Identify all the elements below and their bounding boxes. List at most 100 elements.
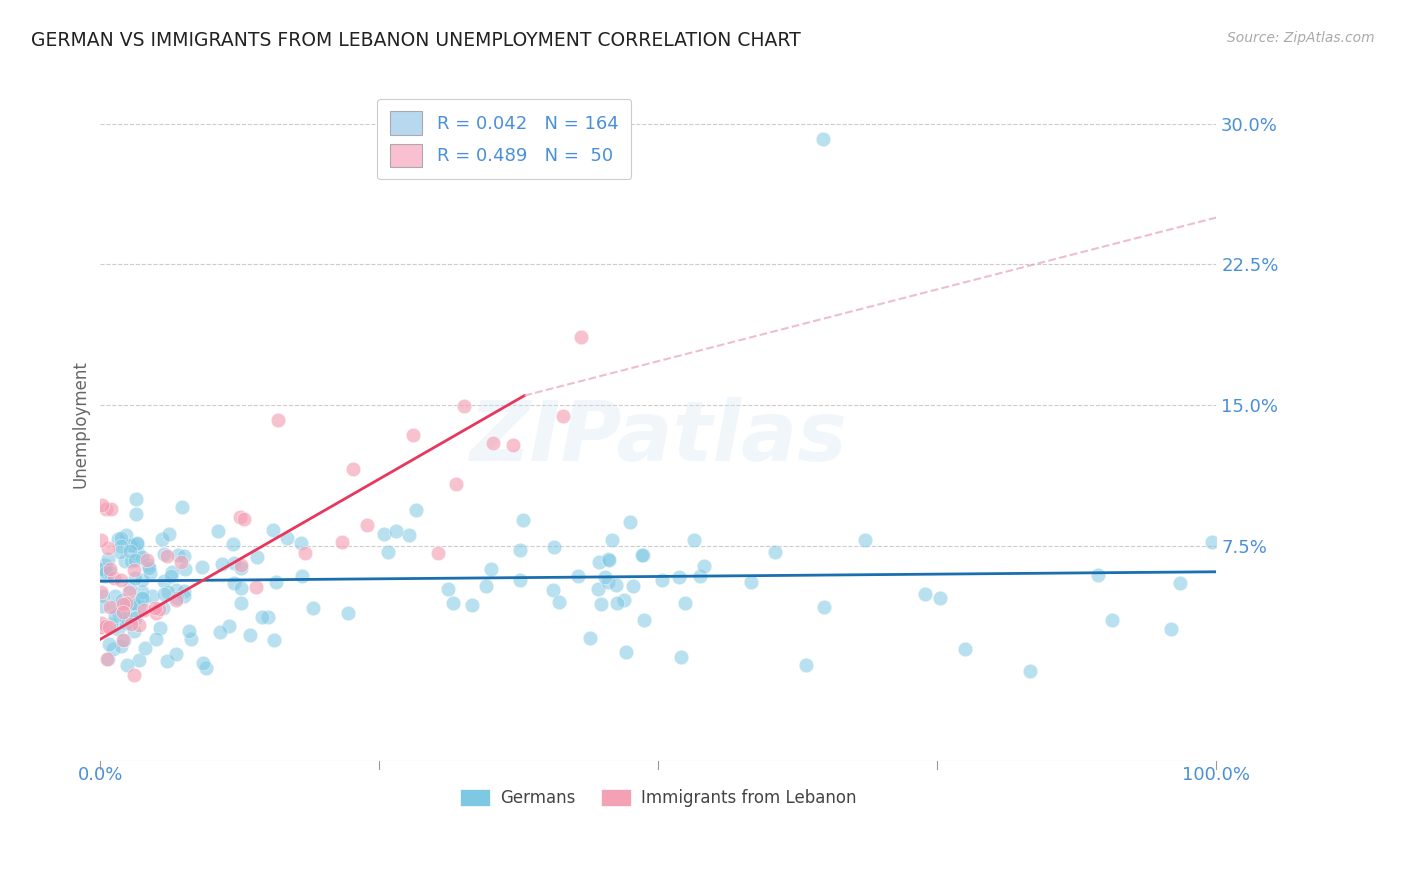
Point (110, 539, 132, 553)
Point (207, 524, 229, 538)
Point (633, 548, 655, 562)
Point (122, 668, 145, 682)
Point (136, 558, 159, 572)
Point (173, 549, 195, 563)
Point (124, 553, 146, 567)
Point (606, 596, 628, 610)
Point (402, 427, 425, 442)
Point (156, 549, 179, 563)
Point (605, 578, 627, 592)
Y-axis label: Unemployment: Unemployment (72, 359, 89, 488)
Point (166, 549, 188, 563)
Point (569, 329, 592, 343)
Point (1101, 613, 1123, 627)
Point (165, 582, 187, 597)
Point (1087, 568, 1109, 582)
Point (231, 596, 253, 610)
Text: GERMAN VS IMMIGRANTS FROM LEBANON UNEMPLOYMENT CORRELATION CHART: GERMAN VS IMMIGRANTS FROM LEBANON UNEMPL… (31, 31, 800, 50)
Point (90, 599, 112, 614)
Point (115, 658, 138, 673)
Point (512, 513, 534, 527)
Point (97, 637, 120, 651)
Point (120, 544, 142, 558)
Point (588, 582, 610, 596)
Point (128, 599, 150, 613)
Point (120, 582, 142, 596)
Point (110, 531, 132, 545)
Point (291, 568, 314, 582)
Point (132, 592, 155, 607)
Point (233, 512, 256, 526)
Point (276, 532, 298, 546)
Point (132, 603, 155, 617)
Point (135, 553, 157, 567)
Point (256, 610, 278, 624)
Point (377, 545, 399, 559)
Point (502, 438, 524, 452)
Point (264, 575, 287, 590)
Point (596, 574, 619, 589)
Point (90, 615, 112, 630)
Point (337, 606, 360, 620)
Point (763, 545, 786, 559)
Text: ZIPatlas: ZIPatlas (470, 397, 848, 478)
Point (567, 569, 589, 583)
Point (579, 631, 602, 645)
Point (619, 515, 641, 529)
Point (145, 606, 167, 620)
Point (114, 615, 136, 630)
Point (100, 616, 122, 631)
Point (437, 582, 460, 596)
Point (97, 541, 120, 555)
Point (1168, 576, 1191, 591)
Point (139, 566, 162, 581)
Point (97, 620, 120, 634)
Point (90, 533, 112, 547)
Point (541, 582, 564, 597)
Point (120, 538, 142, 552)
Point (405, 503, 427, 517)
Point (94, 619, 117, 633)
Point (668, 570, 690, 584)
Point (794, 658, 817, 673)
Point (509, 543, 531, 558)
Point (131, 573, 153, 587)
Point (103, 599, 125, 614)
Point (90, 562, 112, 576)
Point (107, 532, 129, 546)
Point (120, 616, 142, 631)
Point (125, 537, 148, 551)
Point (93, 589, 115, 603)
Point (602, 533, 624, 547)
Point (104, 590, 127, 604)
Point (593, 570, 616, 584)
Point (441, 596, 464, 610)
Point (90, 620, 112, 634)
Point (94, 558, 117, 572)
Point (1019, 664, 1042, 678)
Point (373, 526, 395, 541)
Point (673, 596, 696, 610)
Point (110, 574, 132, 588)
Point (160, 566, 183, 580)
Point (509, 573, 531, 587)
Point (914, 587, 936, 601)
Point (145, 632, 167, 646)
Point (461, 599, 484, 613)
Point (342, 461, 364, 475)
Point (453, 400, 475, 414)
Point (114, 553, 136, 567)
Point (169, 555, 191, 569)
Point (588, 555, 610, 569)
Point (479, 562, 502, 576)
Point (128, 653, 150, 667)
Point (173, 562, 195, 576)
Point (100, 502, 122, 516)
Point (191, 560, 214, 574)
Point (290, 535, 312, 549)
Point (134, 640, 156, 655)
Point (221, 537, 243, 551)
Point (124, 507, 146, 521)
Point (239, 628, 262, 642)
Point (426, 547, 449, 561)
